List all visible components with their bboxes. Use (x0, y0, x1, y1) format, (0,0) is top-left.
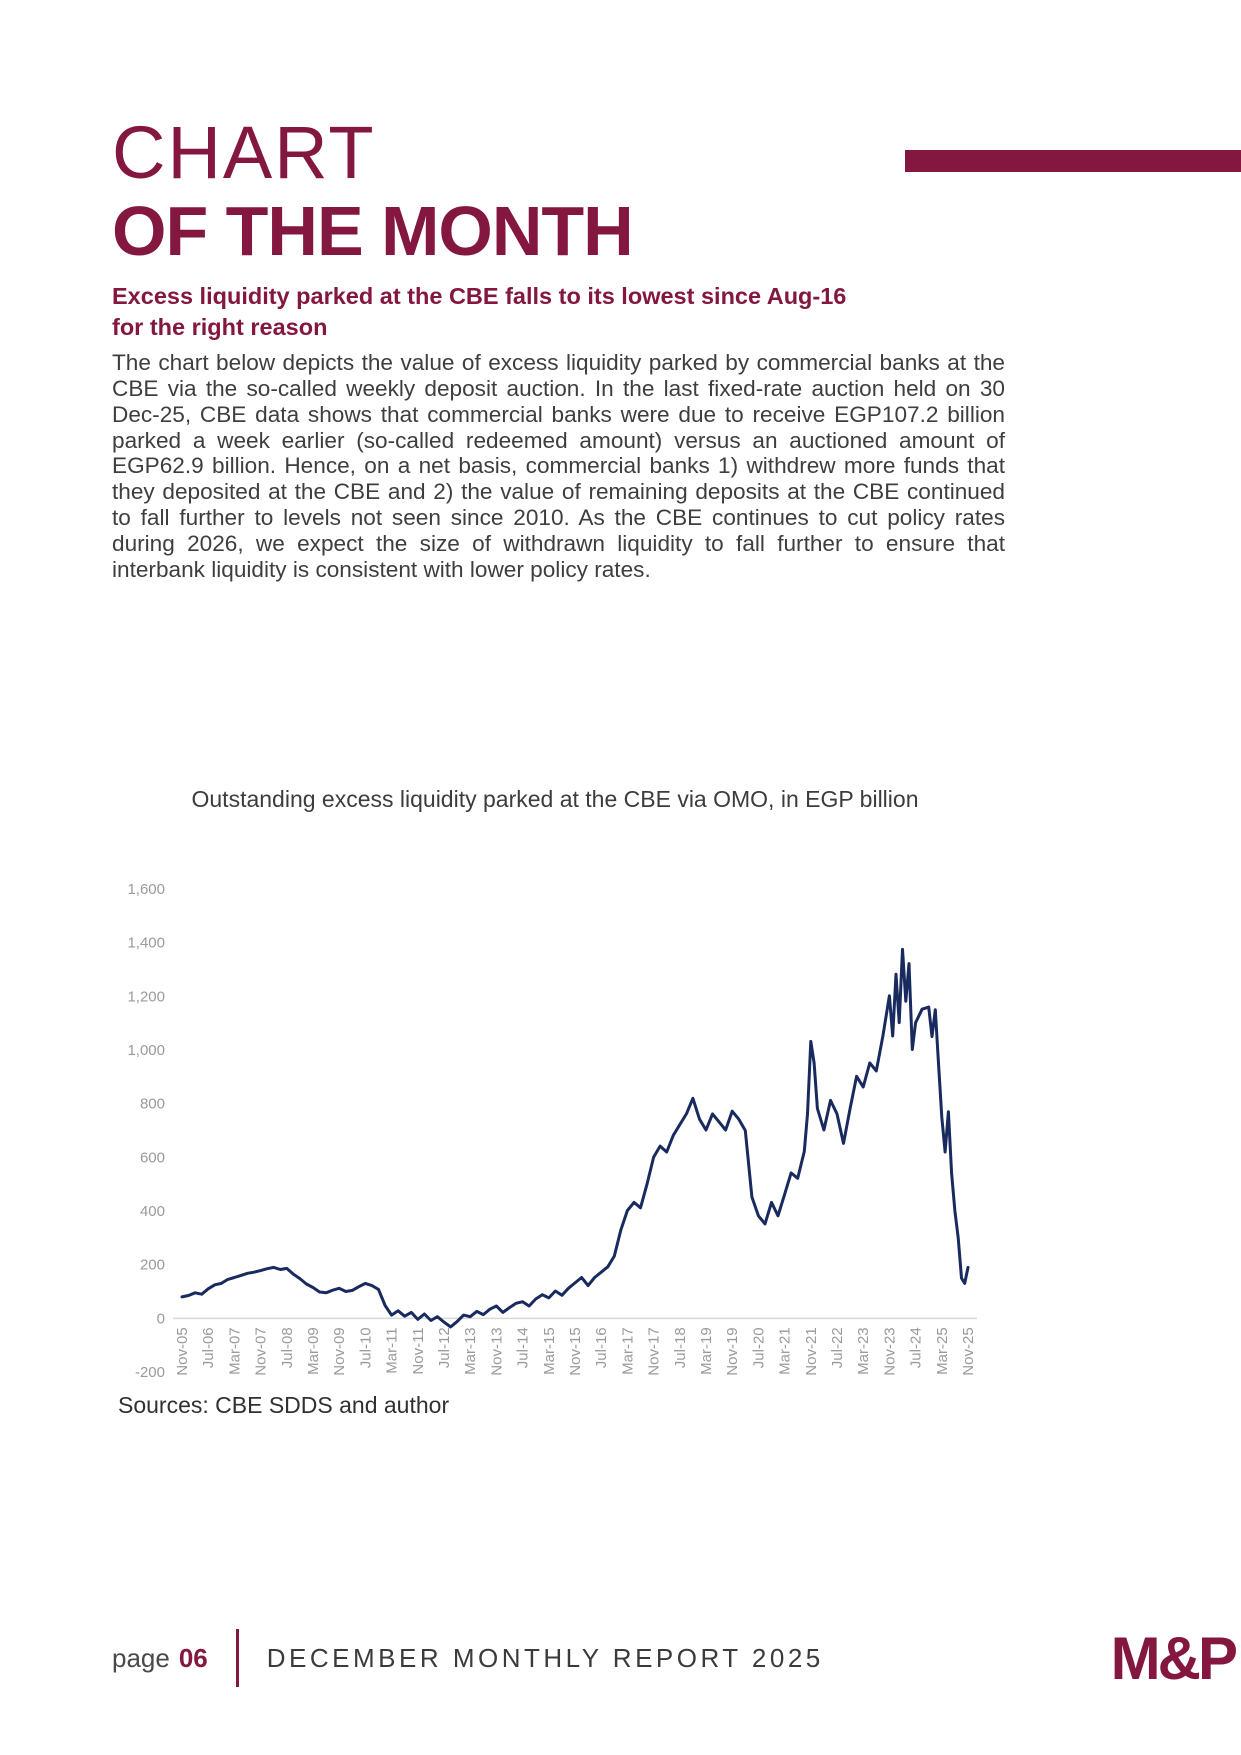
svg-text:Jul-08: Jul-08 (279, 1327, 296, 1368)
svg-text:Jul-10: Jul-10 (357, 1327, 374, 1368)
svg-text:Jul-18: Jul-18 (672, 1327, 689, 1368)
chart-block: Outstanding excess liquidity parked at t… (115, 786, 995, 1403)
page-title-bold: OF THE MONTH (112, 192, 634, 270)
svg-text:Nov-15: Nov-15 (567, 1327, 584, 1375)
svg-text:Mar-17: Mar-17 (619, 1327, 636, 1375)
footer-divider (235, 1629, 239, 1687)
section-subtitle: Excess liquidity parked at the CBE falls… (112, 283, 847, 341)
svg-text:1,200: 1,200 (127, 988, 165, 1005)
svg-text:Nov-11: Nov-11 (410, 1327, 427, 1374)
svg-text:Nov-21: Nov-21 (803, 1327, 820, 1375)
svg-text:0: 0 (157, 1310, 165, 1327)
page-title: CHART OF THE MONTH (112, 111, 634, 270)
svg-text:Nov-13: Nov-13 (488, 1327, 505, 1375)
svg-text:-200: -200 (135, 1364, 165, 1381)
svg-text:Mar-19: Mar-19 (698, 1327, 715, 1375)
svg-text:Nov-25: Nov-25 (960, 1327, 977, 1375)
page-label: page (112, 1642, 170, 1673)
body-paragraph: The chart below depicts the value of exc… (112, 350, 1005, 582)
page-number: 06 (178, 1642, 208, 1673)
svg-text:Mar-21: Mar-21 (777, 1327, 794, 1375)
svg-text:Mar-13: Mar-13 (462, 1327, 479, 1375)
svg-text:Jul-16: Jul-16 (593, 1327, 610, 1368)
chart-title: Outstanding excess liquidity parked at t… (191, 786, 919, 812)
svg-text:1,400: 1,400 (127, 935, 165, 952)
svg-text:Mar-09: Mar-09 (305, 1327, 322, 1375)
svg-text:Jul-14: Jul-14 (515, 1327, 532, 1368)
svg-text:Mar-07: Mar-07 (226, 1327, 243, 1375)
omo-line-chart: 1,600 1,400 1,200 1,000 800 600 400 200 0 -200 Nov… (127, 881, 977, 1381)
svg-text:Mar-15: Mar-15 (541, 1327, 558, 1375)
svg-text:Mar-25: Mar-25 (934, 1327, 951, 1375)
svg-text:400: 400 (140, 1203, 165, 1220)
svg-text:Mar-11: Mar-11 (384, 1327, 401, 1373)
svg-text:Nov-09: Nov-09 (331, 1327, 348, 1375)
svg-text:Jul-20: Jul-20 (750, 1327, 767, 1368)
svg-text:Nov-19: Nov-19 (724, 1327, 741, 1375)
svg-text:Jul-22: Jul-22 (829, 1327, 846, 1368)
report-title: DECEMBER MONTHLY REPORT 2025 (266, 1642, 824, 1673)
brand-logo: M&P (1110, 1624, 1238, 1692)
page-title-light: CHART (112, 111, 376, 194)
svg-text:Nov-17: Nov-17 (646, 1327, 663, 1375)
svg-text:Nov-05: Nov-05 (174, 1327, 191, 1375)
svg-text:1,600: 1,600 (127, 881, 165, 898)
svg-text:800: 800 (140, 1096, 165, 1113)
svg-text:Jul-06: Jul-06 (200, 1327, 217, 1368)
svg-text:Jul-12: Jul-12 (436, 1327, 453, 1368)
svg-text:Mar-23: Mar-23 (855, 1327, 872, 1375)
page-footer: page 06 DECEMBER MONTHLY REPORT 2025 M&P (112, 1624, 1238, 1692)
svg-text:Jul-24: Jul-24 (908, 1327, 925, 1368)
svg-text:600: 600 (140, 1149, 165, 1166)
svg-text:Nov-23: Nov-23 (881, 1327, 898, 1375)
svg-text:1,000: 1,000 (127, 1042, 165, 1059)
accent-bar (905, 150, 1241, 172)
svg-text:Nov-07: Nov-07 (253, 1327, 270, 1375)
svg-text:200: 200 (140, 1257, 165, 1274)
chart-source: Sources: CBE SDDS and author (118, 1392, 450, 1418)
